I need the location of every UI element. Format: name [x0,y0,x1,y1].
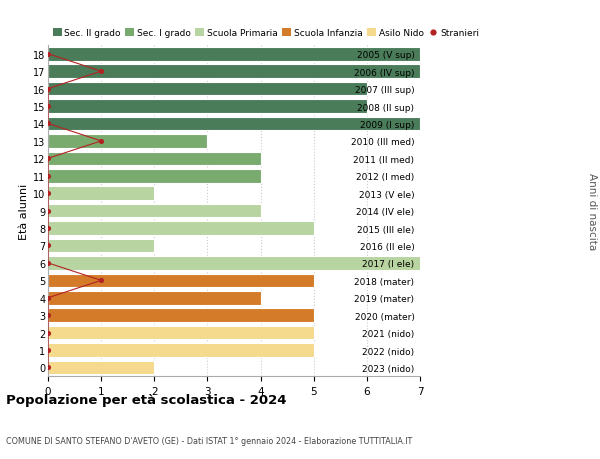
Bar [48,135,208,148]
Point [43,242,53,250]
Point [97,138,106,145]
Point [43,173,53,180]
Point [97,68,106,76]
Text: Popolazione per età scolastica - 2024: Popolazione per età scolastica - 2024 [6,393,287,406]
Bar [48,83,367,96]
Point [43,329,53,336]
Point [43,155,53,162]
Bar [48,118,420,131]
Bar [48,65,420,79]
Point [43,207,53,215]
Bar [48,309,314,322]
Bar [48,169,260,183]
Bar [48,361,154,375]
Point [43,312,53,319]
Point [43,260,53,267]
Point [43,121,53,128]
Bar [48,152,260,166]
Bar [48,291,260,305]
Bar [48,239,154,253]
Legend: Sec. II grado, Sec. I grado, Scuola Primaria, Scuola Infanzia, Asilo Nido, Stran: Sec. II grado, Sec. I grado, Scuola Prim… [53,29,479,38]
Point [43,225,53,232]
Point [43,190,53,197]
Point [43,364,53,371]
Text: Anni di nascita: Anni di nascita [587,173,597,250]
Point [43,103,53,111]
Bar [48,326,314,340]
Text: COMUNE DI SANTO STEFANO D'AVETO (GE) - Dati ISTAT 1° gennaio 2024 - Elaborazione: COMUNE DI SANTO STEFANO D'AVETO (GE) - D… [6,436,412,445]
Bar [48,274,314,287]
Point [43,86,53,93]
Bar [48,187,154,201]
Bar [48,48,420,62]
Bar [48,222,314,235]
Bar [48,257,420,270]
Bar [48,204,260,218]
Point [43,51,53,58]
Point [97,277,106,285]
Point [43,347,53,354]
Bar [48,343,314,357]
Y-axis label: Età alunni: Età alunni [19,183,29,239]
Point [43,294,53,302]
Bar [48,100,367,113]
